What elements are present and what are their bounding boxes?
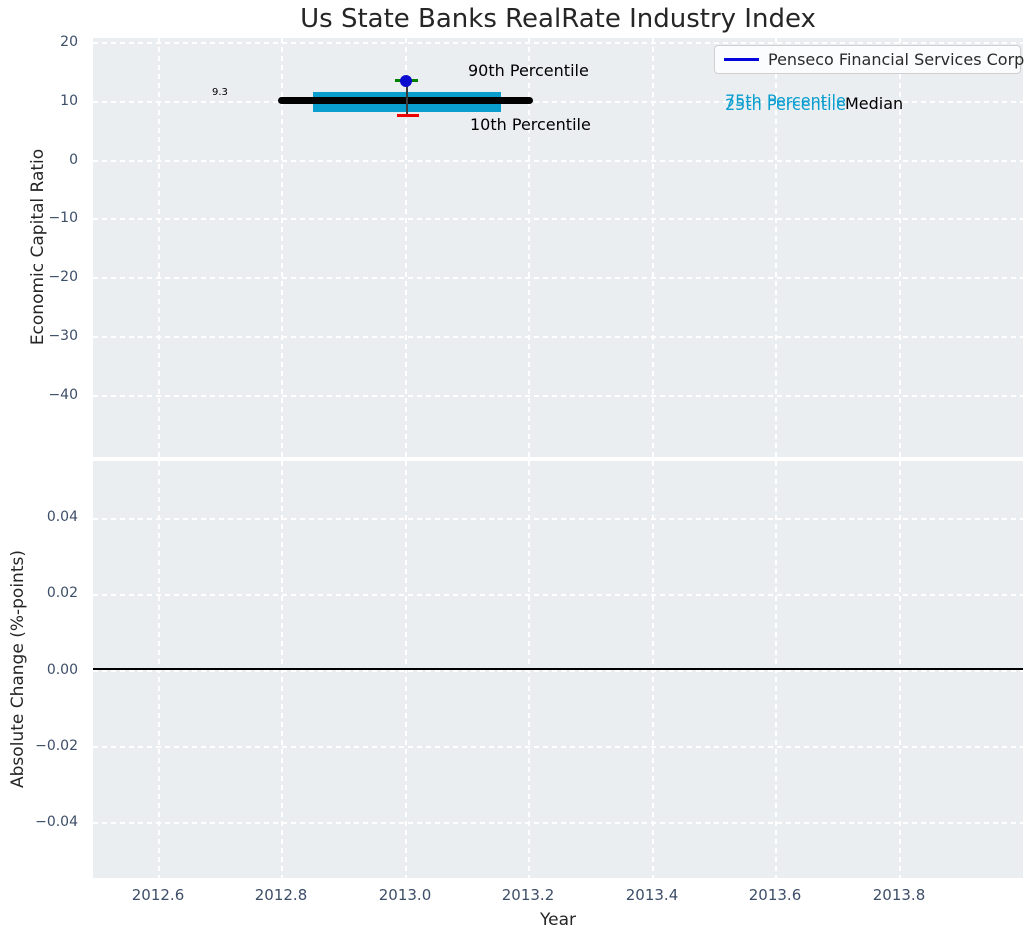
gridline [405, 38, 407, 457]
gridline [93, 395, 1023, 397]
gridline [93, 218, 1023, 220]
gridline [93, 101, 1023, 103]
chart-title: Us State Banks RealRate Industry Index [300, 4, 816, 34]
bottom-axes [93, 461, 1023, 878]
xtick-label: 2012.8 [254, 886, 308, 904]
median-annotation: Median [845, 94, 904, 113]
legend-line-swatch-icon [724, 58, 759, 61]
top-y-axis-label: Economic Capital Ratio [28, 148, 48, 346]
gridline [652, 38, 654, 457]
ytick-label: −0.02 [35, 738, 78, 754]
gridline [93, 42, 1023, 44]
x-axis-label: Year [540, 910, 576, 930]
p10-marker [397, 114, 419, 118]
gridline [899, 38, 901, 457]
gridline [528, 38, 530, 457]
p10-annotation: 10th Percentile [470, 115, 591, 134]
gridline [93, 670, 1023, 672]
zero-reference-line [93, 668, 1023, 670]
ytick-label: −30 [48, 328, 78, 344]
ytick-label: 0.04 [46, 509, 78, 525]
company-data-point [400, 75, 412, 87]
gridline [158, 38, 160, 457]
xtick-label: 2013.0 [378, 886, 432, 904]
gridline [281, 38, 283, 457]
gridline [93, 746, 1023, 748]
gridline [93, 160, 1023, 162]
ytick-label: 0.00 [46, 662, 78, 678]
ytick-label: 20 [60, 34, 78, 50]
gridline [93, 822, 1023, 824]
p25-annotation: 25th Percentile [725, 95, 846, 114]
legend-label: Penseco Financial Services Corp [768, 50, 1025, 69]
xtick-label: 2012.6 [131, 886, 185, 904]
ytick-label: 0 [69, 152, 78, 168]
p90-annotation: 90th Percentile [468, 61, 589, 80]
xtick-label: 2013.2 [501, 886, 555, 904]
ytick-label: −40 [48, 387, 78, 403]
bottom-y-axis-label: Absolute Change (%-points) [8, 550, 28, 788]
gridline [93, 594, 1023, 596]
ytick-label: 10 [60, 93, 78, 109]
median-value-annotation: 9.3 [212, 87, 228, 98]
gridline [775, 38, 777, 457]
p75-annotation: 75th Percentile [725, 91, 846, 110]
ytick-label: −0.04 [35, 814, 78, 830]
ytick-label: −20 [48, 269, 78, 285]
gridline [93, 277, 1023, 279]
median-line [278, 97, 533, 104]
xtick-label: 2013.8 [872, 886, 926, 904]
xtick-label: 2013.4 [625, 886, 679, 904]
legend: Penseco Financial Services Corp [714, 45, 1025, 74]
percentile-whisker [406, 80, 408, 117]
gridline [93, 518, 1023, 520]
xtick-label: 2013.6 [748, 886, 802, 904]
ytick-label: 0.02 [46, 585, 78, 601]
top-axes: 9.3 90th Percentile 10th Percentile 75th… [93, 38, 1025, 457]
ytick-label: −10 [48, 210, 78, 226]
gridline [93, 336, 1023, 338]
